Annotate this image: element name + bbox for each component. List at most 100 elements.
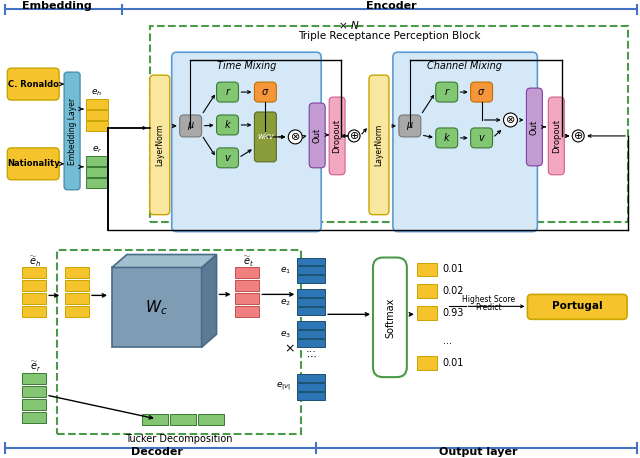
- FancyBboxPatch shape: [527, 294, 627, 319]
- Bar: [22, 306, 46, 317]
- Bar: [150, 26, 628, 222]
- Bar: [297, 330, 325, 338]
- Bar: [417, 262, 436, 277]
- Text: $\oplus$: $\oplus$: [573, 131, 584, 142]
- Text: $\oplus$: $\oplus$: [349, 131, 359, 142]
- Bar: [86, 121, 108, 131]
- Bar: [65, 294, 89, 305]
- Text: Dropout: Dropout: [333, 119, 342, 153]
- Text: Out: Out: [530, 120, 539, 135]
- Bar: [22, 399, 46, 410]
- Text: $\times$: $\times$: [284, 343, 294, 356]
- Text: $\widetilde{e}_h$: $\widetilde{e}_h$: [29, 254, 41, 269]
- Bar: [297, 275, 325, 284]
- Polygon shape: [112, 255, 216, 267]
- FancyBboxPatch shape: [548, 97, 564, 175]
- Text: r: r: [225, 87, 230, 97]
- FancyBboxPatch shape: [64, 72, 80, 190]
- Text: ...: ...: [443, 336, 452, 346]
- Circle shape: [504, 113, 518, 127]
- Bar: [170, 414, 196, 425]
- Text: $\cdots$: $\cdots$: [306, 351, 317, 361]
- FancyBboxPatch shape: [436, 82, 458, 102]
- Circle shape: [348, 130, 360, 142]
- FancyBboxPatch shape: [255, 112, 276, 162]
- Bar: [297, 374, 325, 382]
- FancyBboxPatch shape: [399, 115, 421, 137]
- Text: $\otimes$: $\otimes$: [290, 131, 300, 142]
- FancyBboxPatch shape: [527, 88, 542, 166]
- Text: v: v: [225, 153, 230, 163]
- Bar: [86, 167, 108, 177]
- Text: $\widetilde{e}_t$: $\widetilde{e}_t$: [243, 254, 254, 269]
- FancyBboxPatch shape: [470, 82, 493, 102]
- Bar: [297, 257, 325, 266]
- FancyBboxPatch shape: [216, 148, 239, 168]
- Bar: [22, 386, 46, 397]
- Bar: [417, 284, 436, 298]
- Text: r: r: [445, 87, 449, 97]
- Bar: [57, 250, 301, 434]
- Text: k: k: [444, 133, 449, 143]
- FancyBboxPatch shape: [7, 148, 59, 180]
- FancyBboxPatch shape: [7, 68, 59, 100]
- Text: Triple Receptance Perception Block: Triple Receptance Perception Block: [298, 31, 480, 41]
- Text: Embedding Layer: Embedding Layer: [68, 98, 77, 164]
- Text: Embedding: Embedding: [22, 1, 92, 11]
- Text: $\widetilde{e}_r$: $\widetilde{e}_r$: [29, 360, 41, 374]
- Text: $e_1$: $e_1$: [280, 265, 291, 276]
- Bar: [236, 306, 259, 317]
- Text: wkv: wkv: [257, 132, 274, 142]
- FancyBboxPatch shape: [180, 115, 202, 137]
- Bar: [22, 412, 46, 423]
- Text: Channel Mixing: Channel Mixing: [427, 61, 502, 71]
- Bar: [65, 267, 89, 278]
- Text: Dropout: Dropout: [552, 119, 561, 153]
- Bar: [297, 339, 325, 347]
- FancyBboxPatch shape: [393, 52, 538, 232]
- Bar: [65, 280, 89, 291]
- Bar: [142, 414, 168, 425]
- Text: $e_3$: $e_3$: [280, 329, 291, 339]
- Text: $e_h$: $e_h$: [92, 88, 102, 98]
- FancyBboxPatch shape: [470, 128, 493, 148]
- Bar: [22, 267, 46, 278]
- Text: $e_{|V|}$: $e_{|V|}$: [276, 381, 291, 393]
- Bar: [86, 178, 108, 188]
- Bar: [86, 156, 108, 166]
- Polygon shape: [202, 255, 216, 347]
- Bar: [22, 280, 46, 291]
- Text: Output layer: Output layer: [439, 447, 518, 457]
- Circle shape: [288, 130, 302, 144]
- FancyBboxPatch shape: [216, 82, 239, 102]
- Bar: [86, 110, 108, 120]
- Bar: [297, 298, 325, 306]
- Text: LayerNorm: LayerNorm: [374, 124, 383, 166]
- Text: 0.02: 0.02: [443, 286, 464, 296]
- Text: k: k: [225, 120, 230, 130]
- Bar: [297, 289, 325, 297]
- Bar: [297, 383, 325, 391]
- Text: Softmax: Softmax: [385, 297, 395, 338]
- Text: $W_c$: $W_c$: [145, 298, 168, 316]
- Bar: [22, 294, 46, 305]
- Text: Highest Score: Highest Score: [462, 295, 515, 304]
- Bar: [236, 280, 259, 291]
- Text: 0.93: 0.93: [443, 308, 464, 318]
- Text: $\otimes$: $\otimes$: [506, 114, 516, 125]
- Text: Predict: Predict: [476, 303, 502, 312]
- Text: $\mu$: $\mu$: [187, 120, 195, 132]
- Text: Portugal: Portugal: [552, 301, 602, 311]
- Circle shape: [572, 130, 584, 142]
- Bar: [236, 294, 259, 305]
- Bar: [112, 267, 202, 347]
- Text: C. Ronaldo: C. Ronaldo: [8, 80, 59, 88]
- Text: $\mu$: $\mu$: [406, 120, 414, 132]
- FancyBboxPatch shape: [150, 75, 170, 215]
- Bar: [297, 267, 325, 274]
- Text: Decoder: Decoder: [131, 447, 182, 457]
- FancyBboxPatch shape: [329, 97, 345, 175]
- Bar: [86, 99, 108, 109]
- Text: Tucker Decomposition: Tucker Decomposition: [125, 434, 232, 444]
- Bar: [22, 373, 46, 384]
